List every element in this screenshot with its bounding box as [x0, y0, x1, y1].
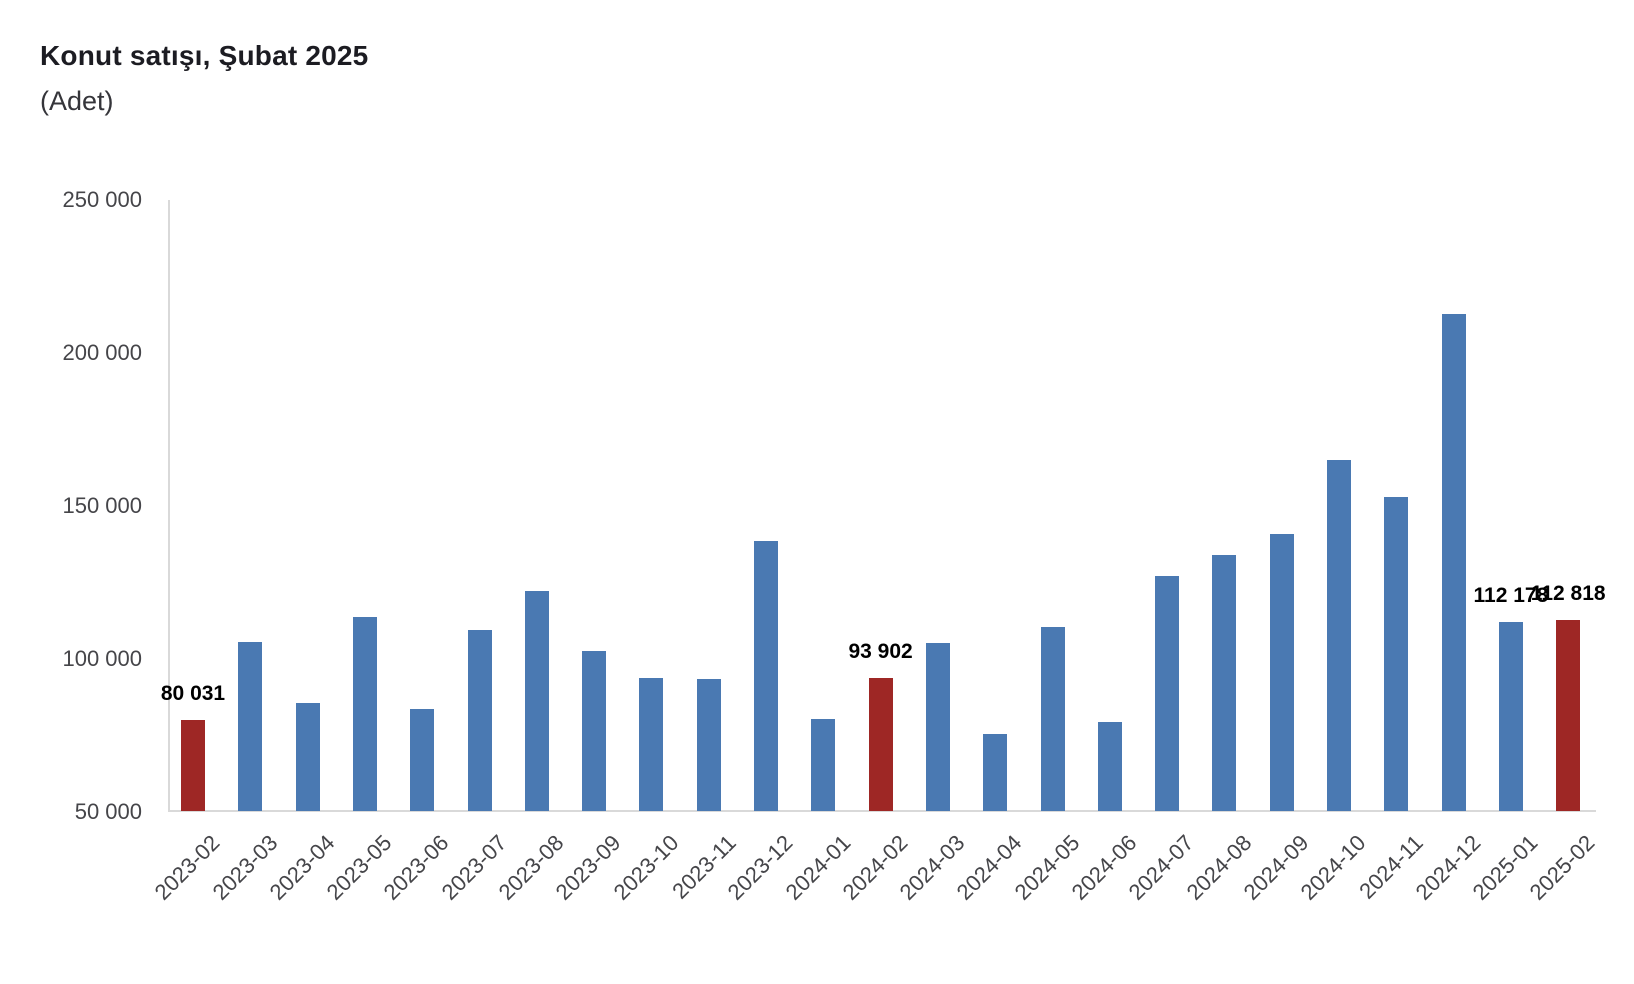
bar-2024-06 [1097, 722, 1122, 811]
chart-subtitle: (Adet) [40, 86, 114, 116]
bar-2023-10 [639, 678, 664, 811]
bar-2023-11 [696, 678, 721, 811]
bar-2024-11 [1384, 496, 1409, 811]
bar-2024-12 [1441, 314, 1466, 811]
bar-2024-07 [1155, 576, 1180, 811]
bar-2023-12 [754, 541, 778, 811]
value-label-2025-01: 112 178 [1473, 583, 1549, 607]
bar-2023-06 [410, 709, 435, 811]
bar-2024-04 [983, 733, 1008, 811]
chart-title: Konut satışı, Şubat 2025 [40, 40, 369, 71]
y-tick-label: 150 000 [62, 493, 142, 518]
y-tick-label: 100 000 [62, 646, 142, 671]
value-label-2024-02: 93 902 [848, 639, 913, 663]
bar-2024-10 [1327, 459, 1351, 811]
y-axis-line [168, 200, 170, 812]
value-label-2023-02: 80 031 [160, 682, 226, 706]
bar-2023-05 [352, 617, 377, 811]
bar-2023-07 [467, 629, 492, 811]
bar-2024-05 [1040, 626, 1065, 811]
bar-2024-08 [1212, 554, 1237, 811]
y-tick-label: 200 000 [62, 340, 142, 365]
bar-2023-09 [582, 650, 607, 811]
y-tick-label: 50 000 [74, 799, 142, 824]
bar-2023-08 [524, 591, 549, 811]
bar-2024-01 [811, 719, 836, 811]
bar-2025-02 [1556, 619, 1581, 811]
y-tick-label: 250 000 [62, 187, 142, 212]
bar-2023-04 [295, 702, 320, 811]
bar-2024-03 [925, 642, 950, 811]
bar-2024-09 [1269, 533, 1294, 811]
bar-2023-03 [238, 642, 263, 811]
value-label-2025-02: 112 818 [1530, 581, 1606, 605]
x-axis-line [168, 810, 1596, 812]
bar-2025-01 [1498, 621, 1523, 811]
bar-2024-02 [868, 677, 893, 811]
bar-2023-02 [181, 720, 205, 811]
